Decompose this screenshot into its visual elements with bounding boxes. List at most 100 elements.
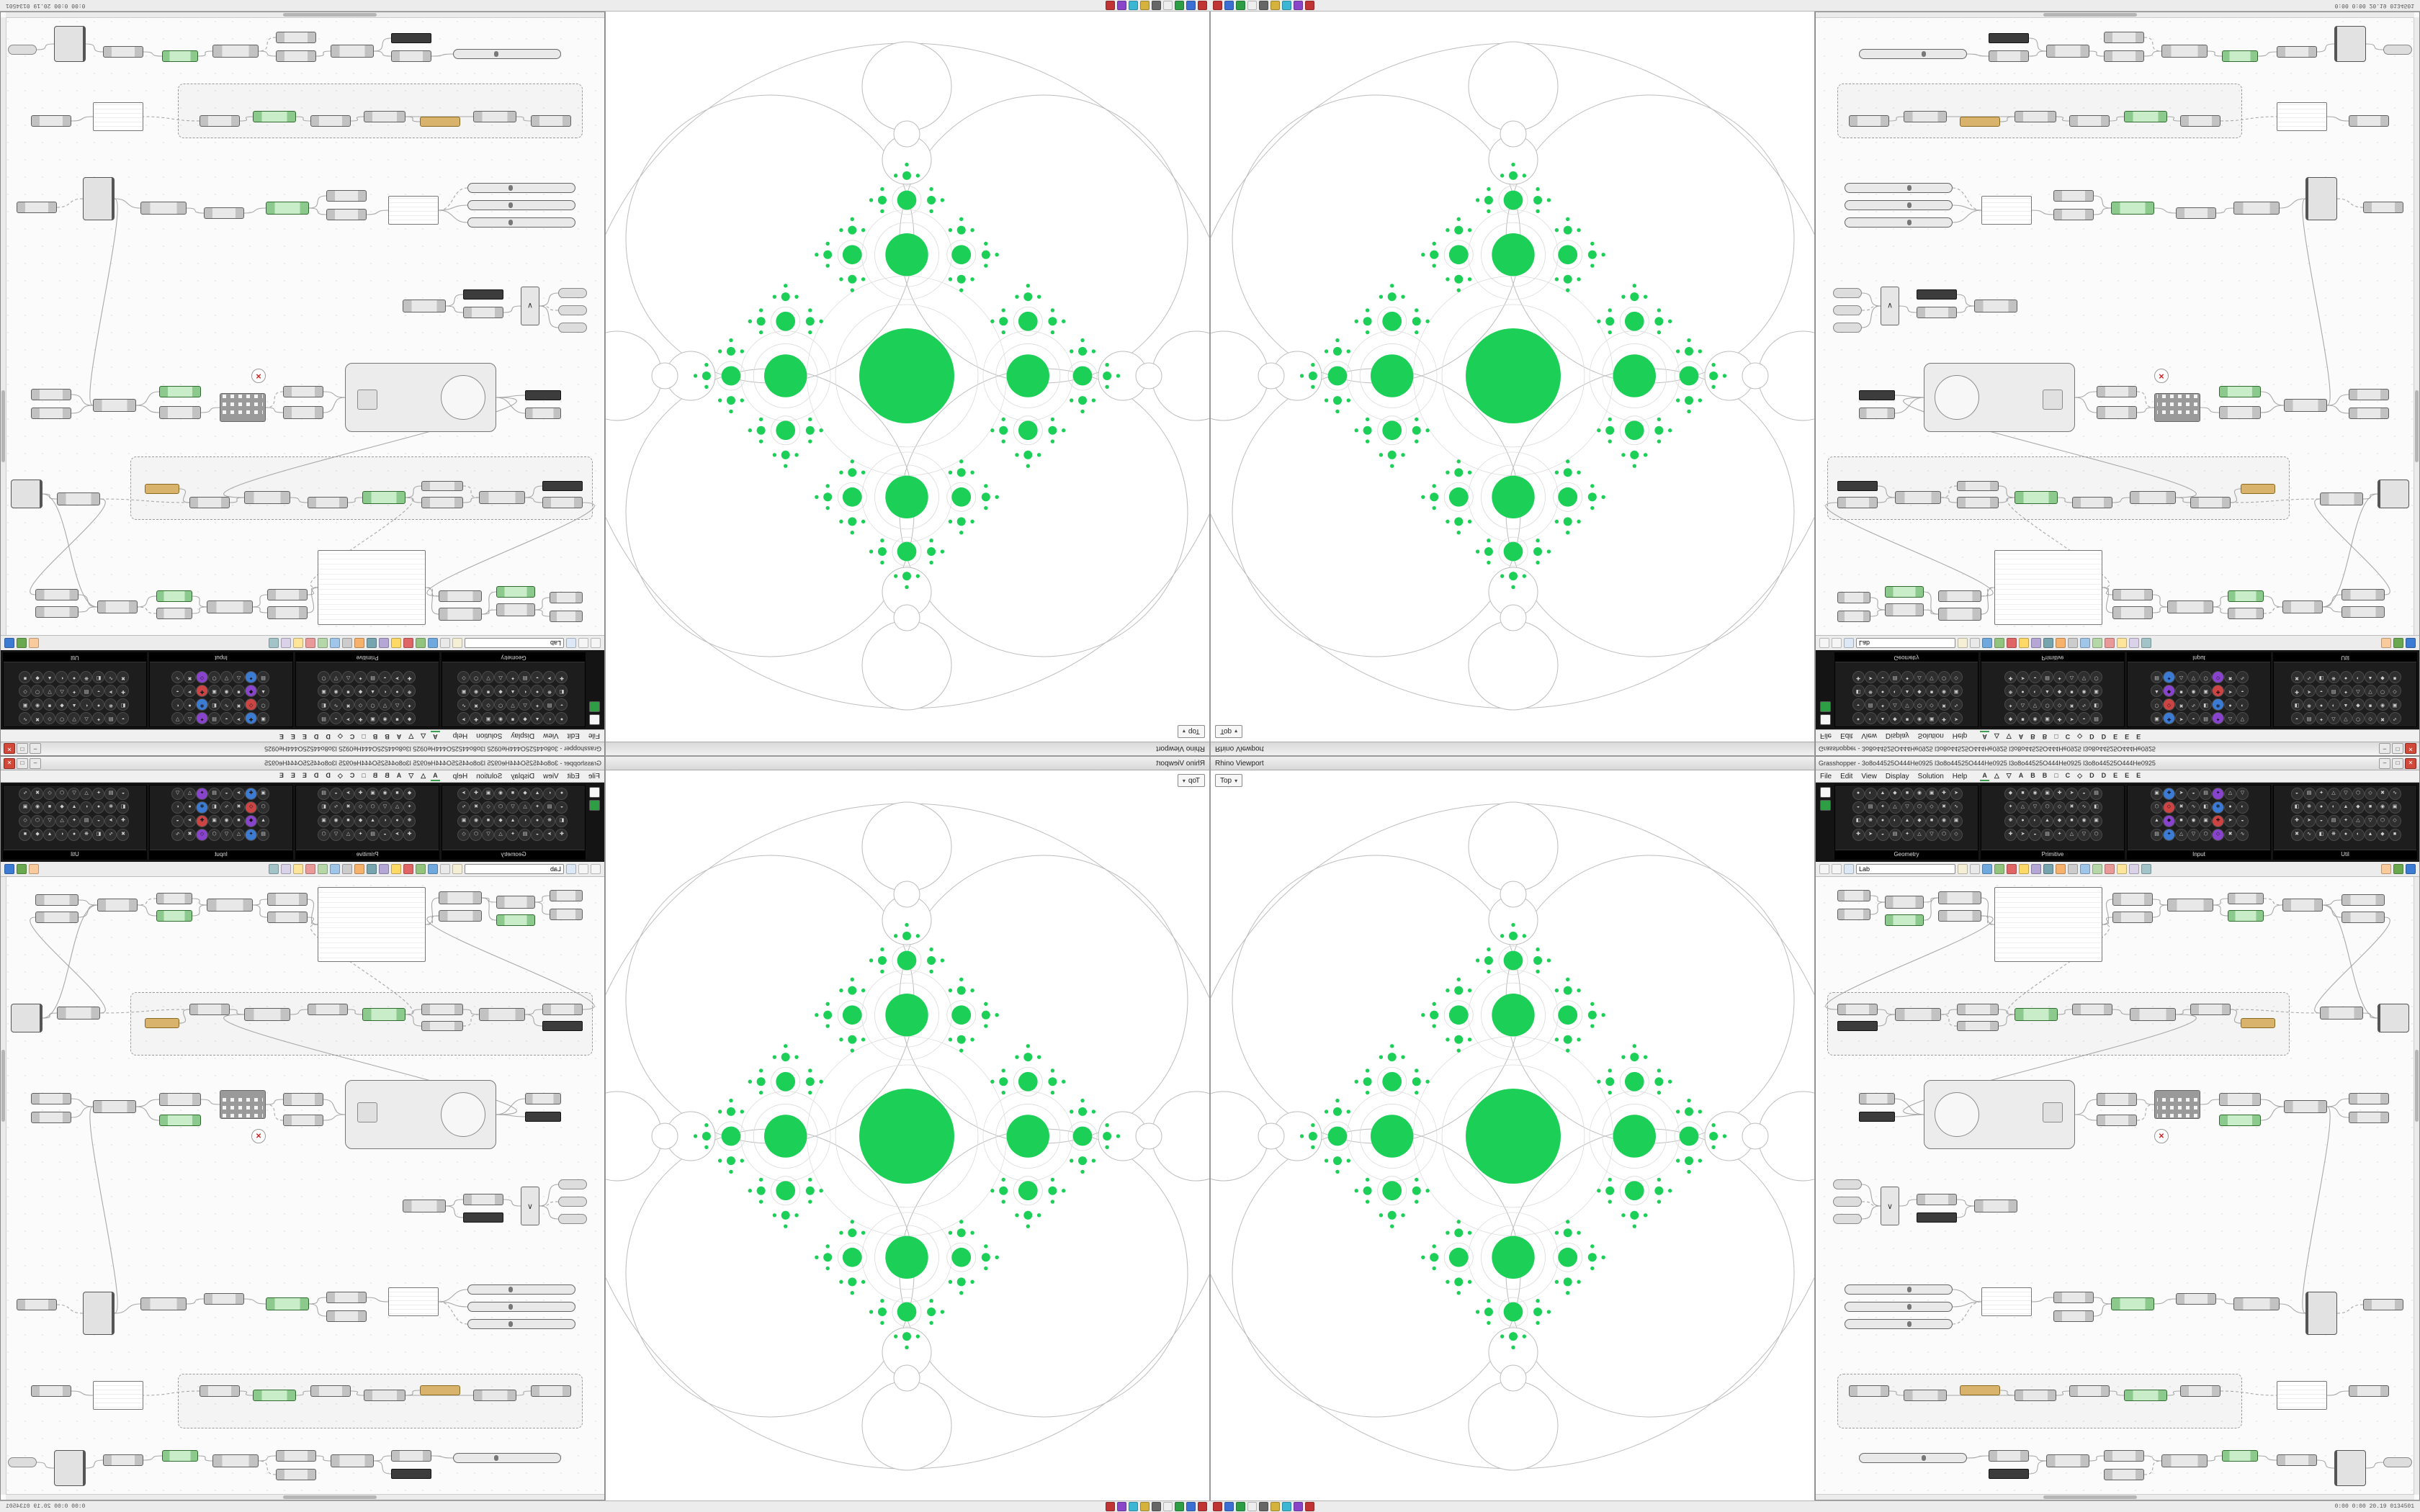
component-icon[interactable]: ✦ [2004,801,2017,814]
component-icon[interactable]: ❋ [543,815,556,827]
component-icon[interactable]: ▽ [2187,671,2200,683]
menu-display[interactable]: Display [1885,732,1909,740]
gh-node-g[interactable] [156,910,192,922]
toolbar-icon[interactable] [367,864,377,874]
menu-view[interactable]: View [543,772,559,780]
component-icon[interactable]: ● [2339,829,2352,841]
minimize-button[interactable]: – [30,743,41,755]
gh-node-c[interactable] [2341,912,2385,923]
component-icon[interactable]: ▣ [257,788,269,800]
gh-node-c[interactable] [2167,899,2213,912]
toolbar-icon[interactable] [1970,864,1980,874]
toolbar-icon[interactable] [354,638,364,648]
gh-node-c[interactable] [35,606,79,618]
menu-view[interactable]: View [543,732,559,740]
gh-node-bracket[interactable] [11,480,42,508]
horizontal-scrollbar[interactable] [1816,12,2414,18]
component-icon[interactable]: ▽ [506,698,519,711]
component-icon[interactable]: △ [233,671,245,683]
component-icon[interactable]: ◇ [19,685,32,697]
gh-node-xbadge[interactable]: ✕ [251,369,266,383]
component-icon[interactable]: ◧ [2090,801,2102,814]
gh-node-dark[interactable] [1859,390,1895,400]
component-icon[interactable]: △ [2017,698,2029,711]
statusbar-icon[interactable] [1106,1,1115,10]
component-icon[interactable]: △ [1913,829,1926,841]
component-icon[interactable]: ◇ [457,829,470,841]
component-icon[interactable]: ▣ [19,698,32,711]
component-icon[interactable]: ▽ [2078,829,2090,841]
palette-side-icon[interactable] [1819,787,1831,798]
toolbar-icon[interactable] [428,864,438,874]
gh-node-c[interactable] [17,202,57,213]
toolbar-icon[interactable] [2080,638,2090,648]
component-icon[interactable]: △ [519,698,532,711]
gh-category-tab[interactable]: E [290,771,295,779]
component-icon[interactable]: ⬡ [2200,829,2212,841]
gh-node-panel[interactable] [1994,887,2102,962]
component-icon[interactable]: ◆ [354,685,367,697]
component-icon[interactable]: ◇ [2364,712,2377,724]
palette-side-icon[interactable] [589,701,601,712]
statusbar-icon[interactable] [1305,1502,1314,1511]
toolbar-icon[interactable] [1819,864,1829,874]
palette-side-icon[interactable] [1819,701,1831,712]
gh-category-tab[interactable]: D [326,733,331,741]
palette-group-label[interactable]: Util [4,850,146,859]
gh-node-c[interactable] [35,894,79,906]
component-icon[interactable]: △ [1913,671,1926,683]
component-icon[interactable]: ❋ [196,801,208,814]
menu-solution[interactable]: Solution [1917,772,1944,780]
gh-node-tag[interactable] [1833,305,1862,315]
gh-node-tag[interactable] [2383,1457,2412,1467]
component-icon[interactable]: ∿ [2236,671,2249,683]
gh-node-slider[interactable] [1845,217,1953,228]
component-icon[interactable]: ◒ [1852,698,1865,711]
toolbar-icon[interactable] [1958,638,1968,648]
gh-node-dark[interactable] [1917,1212,1957,1223]
component-icon[interactable]: ◒ [1876,829,1889,841]
gh-category-tab[interactable]: D [313,771,319,779]
gh-node-bracket[interactable] [54,26,86,62]
component-icon[interactable]: ➤ [1864,671,1877,683]
component-icon[interactable]: ✚ [470,788,483,800]
component-icon[interactable]: ➤ [1864,829,1877,841]
gh-node-g[interactable] [2228,590,2264,602]
component-icon[interactable]: ❋ [2212,698,2224,711]
component-icon[interactable]: ▲ [1876,712,1889,724]
toolbar-icon[interactable] [2381,638,2391,648]
component-icon[interactable]: △ [80,712,93,724]
toolbar-icon[interactable] [330,638,340,648]
component-icon[interactable]: ▤ [318,788,330,800]
component-icon[interactable]: ✚ [2053,712,2066,724]
gh-node-c[interactable] [2228,893,2264,904]
component-icon[interactable]: ✖ [470,698,483,711]
toolbar-icon[interactable] [2019,864,2029,874]
component-icon[interactable]: ▣ [318,815,330,827]
gh-node-bracket[interactable] [2305,1292,2337,1335]
component-icon[interactable]: ∿ [2388,712,2401,724]
component-icon[interactable]: ▣ [367,788,379,800]
component-icon[interactable]: ■ [342,685,354,697]
component-icon[interactable]: ✖ [2066,801,2078,814]
gh-node-g[interactable] [159,1115,201,1126]
component-icon[interactable]: ➤ [104,685,117,697]
close-button[interactable]: ✕ [2405,757,2416,769]
maximize-button[interactable]: □ [2392,743,2403,755]
component-icon[interactable]: ◒ [330,788,342,800]
statusbar-icon[interactable] [1236,1502,1245,1511]
component-icon[interactable]: ⬡ [31,815,44,827]
component-icon[interactable]: ✚ [403,671,416,683]
component-icon[interactable]: ■ [1901,712,1914,724]
gh-node-panelS[interactable] [93,1381,143,1410]
statusbar-icon[interactable] [1140,1,1150,10]
gh-group[interactable] [130,992,593,1056]
toolbar-icon[interactable] [403,864,413,874]
component-icon[interactable]: ✚ [1937,788,1950,800]
component-icon[interactable]: ▲ [43,829,56,841]
component-icon[interactable]: ❋ [2303,801,2316,814]
component-icon[interactable]: ▲ [1901,685,1914,697]
gh-node-c[interactable] [283,1115,323,1126]
menu-display[interactable]: Display [1885,772,1909,780]
component-icon[interactable]: ➤ [2175,712,2187,724]
